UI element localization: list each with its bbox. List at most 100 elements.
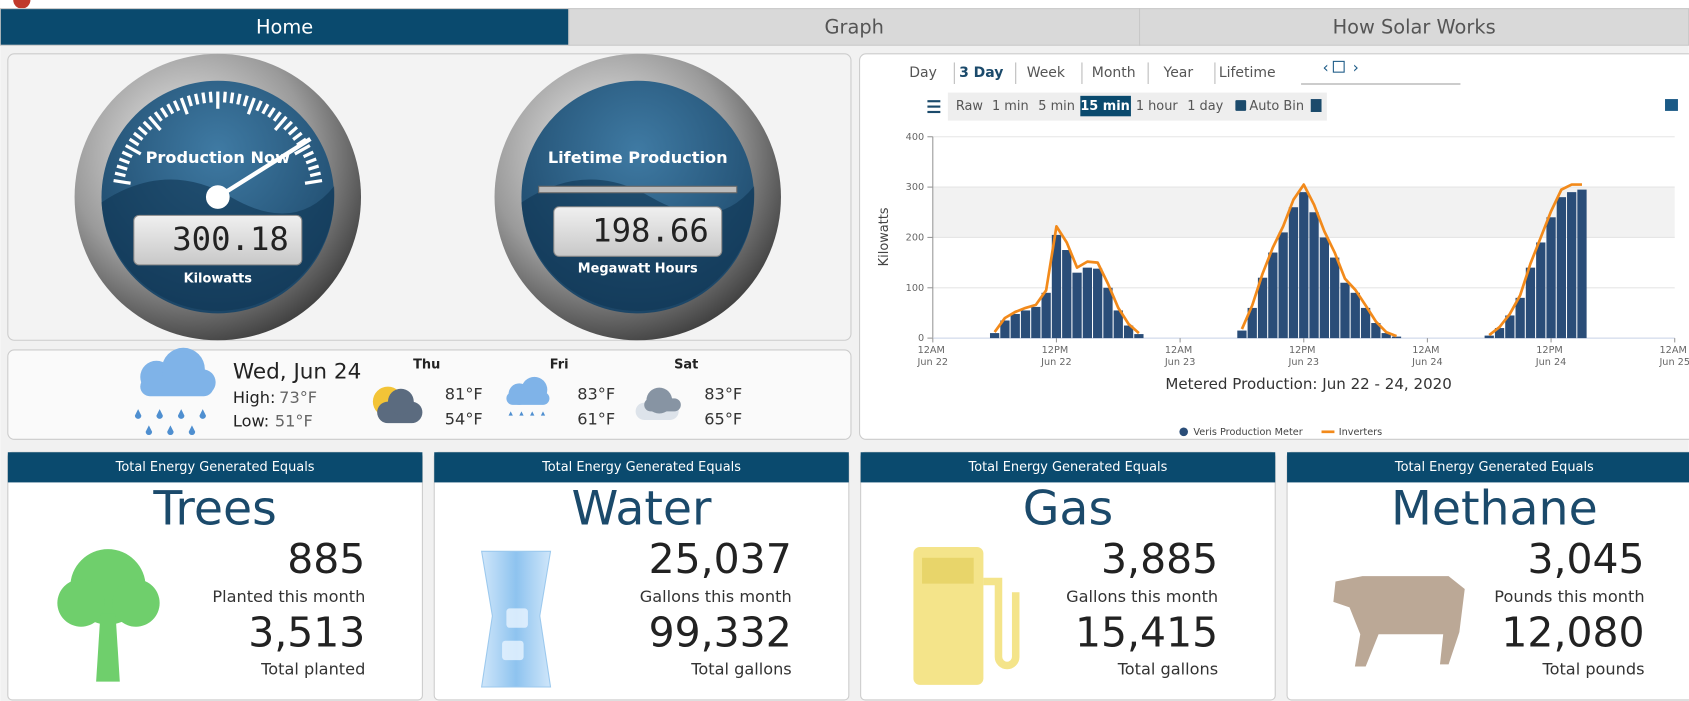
month-value: 3,045 xyxy=(1527,535,1644,583)
x-tick-line: Jun 24 xyxy=(1411,357,1443,368)
menu-icon-part xyxy=(927,106,940,108)
bar xyxy=(1011,314,1020,338)
nav-tab-label[interactable]: How Solar Works xyxy=(1333,15,1496,38)
bin-button[interactable]: Raw xyxy=(956,99,984,114)
lcd-value: 198.66 xyxy=(592,212,709,250)
bar xyxy=(1031,307,1040,338)
y-tick-label: 100 xyxy=(906,283,925,294)
x-tick-label: 12PM Jun 24 xyxy=(1535,345,1567,368)
bar xyxy=(1237,331,1246,339)
month-label: Gallons this month xyxy=(1066,587,1218,606)
prev-button[interactable]: ‹ xyxy=(1323,58,1329,76)
x-tick-line: 12AM xyxy=(918,345,948,356)
bar xyxy=(1062,250,1071,338)
range-button[interactable]: Month xyxy=(1092,65,1136,81)
y-tick-label: 0 xyxy=(918,333,924,344)
nav-tab-label[interactable]: Home xyxy=(256,15,313,38)
total-value: 3,513 xyxy=(248,608,365,656)
bin-button[interactable]: 1 min xyxy=(992,99,1029,114)
bar xyxy=(1320,237,1329,338)
forecast-low: 65°F xyxy=(704,409,742,428)
gauge-tick xyxy=(238,94,240,105)
x-tick-label: 12AM Jun 24 xyxy=(1411,345,1443,368)
bar xyxy=(1072,273,1081,338)
auto-bin-label[interactable]: Auto Bin xyxy=(1249,99,1304,114)
x-tick-line: 12AM xyxy=(1165,345,1195,356)
x-tick-line: 12PM xyxy=(1042,345,1072,356)
bar xyxy=(1330,258,1339,339)
body: HomeGraphHow Solar Works 300.18Productio… xyxy=(0,0,1689,701)
total-value: 99,332 xyxy=(649,608,792,656)
page: { "nav": {"tabs": ["Home", "Graph", "How… xyxy=(0,0,1689,701)
x-tick-line: Jun 23 xyxy=(1164,357,1196,368)
x-tick-line: Jun 24 xyxy=(1535,357,1567,368)
x-tick-line: 12AM xyxy=(1412,345,1442,356)
bin-button[interactable]: 1 hour xyxy=(1136,99,1179,114)
total-label: Total pounds xyxy=(1542,659,1645,678)
forecast-day: Thu xyxy=(413,358,440,373)
y-tick-label: 400 xyxy=(906,132,925,143)
bin-button[interactable]: 15 min xyxy=(1080,99,1130,114)
forecast-low: 61°F xyxy=(577,409,615,428)
gauge-hub xyxy=(206,185,230,209)
range-button[interactable]: Day xyxy=(909,65,937,81)
total-label: Total planted xyxy=(260,659,365,678)
progress-bar xyxy=(539,186,737,192)
gauge-label: Lifetime Production xyxy=(548,148,728,167)
gauge-label: Production Now xyxy=(146,148,291,167)
next-button[interactable]: › xyxy=(1353,58,1359,76)
high-label: High: xyxy=(233,388,276,407)
bar xyxy=(1546,217,1555,338)
gauge-unit: Kilowatts xyxy=(184,271,253,286)
legend-label[interactable]: Veris Production Meter xyxy=(1193,427,1302,438)
today-weather-icon-part xyxy=(140,377,213,396)
total-label: Total gallons xyxy=(690,659,791,678)
x-tick-line: Jun 25 xyxy=(1658,357,1689,368)
gauge-tick xyxy=(196,94,198,105)
bar xyxy=(1392,337,1401,339)
x-tick-line: Jun 23 xyxy=(1287,357,1319,368)
legend-toggle[interactable] xyxy=(1665,99,1678,111)
chart-title: Metered Production: Jun 22 - 24, 2020 xyxy=(1165,375,1452,393)
calculator-icon[interactable] xyxy=(1311,99,1322,112)
y-axis-label: Kilowatts xyxy=(877,207,892,266)
gauge-tick xyxy=(231,93,233,104)
month-value: 3,885 xyxy=(1101,535,1218,583)
range-button[interactable]: Year xyxy=(1163,65,1194,81)
tree-icon-part xyxy=(112,579,159,626)
auto-bin-checkbox[interactable] xyxy=(1235,100,1246,111)
bar xyxy=(1103,288,1112,338)
menu-icon-part xyxy=(927,100,940,102)
range-button[interactable]: Week xyxy=(1027,65,1066,81)
glass-icon-part xyxy=(502,641,524,660)
glass-icon-part xyxy=(506,608,528,627)
gauge-tick xyxy=(210,92,211,103)
bar xyxy=(1485,336,1494,339)
nav-tab-label[interactable]: Graph xyxy=(824,15,883,38)
bar xyxy=(1351,293,1360,338)
month-label: Gallons this month xyxy=(640,587,792,606)
forecast-day: Fri xyxy=(550,358,569,373)
bar xyxy=(1083,268,1092,338)
bin-button[interactable]: 5 min xyxy=(1038,99,1075,114)
menu-icon[interactable] xyxy=(927,100,940,113)
x-tick-line: Jun 22 xyxy=(1040,357,1072,368)
bin-button[interactable]: 1 day xyxy=(1187,99,1223,114)
legend-label[interactable]: Inverters xyxy=(1339,427,1382,438)
forecast-high: 81°F xyxy=(445,385,483,404)
card-title: Water xyxy=(572,481,713,536)
month-label: Planted this month xyxy=(212,587,365,606)
range-button[interactable]: 3 Day xyxy=(959,65,1003,81)
bar xyxy=(1557,197,1566,338)
card-header: Total Energy Generated Equals xyxy=(968,460,1168,475)
bar xyxy=(1340,283,1349,338)
dashboard: HomeGraphHow Solar Works 300.18Productio… xyxy=(0,0,1689,701)
bar xyxy=(1134,334,1143,338)
tree-icon-part xyxy=(57,579,104,626)
x-tick-line: Jun 22 xyxy=(917,357,949,368)
bar xyxy=(1299,192,1308,338)
range-button[interactable]: Lifetime xyxy=(1219,65,1276,81)
nav-bar: Home Graph How Solar Works xyxy=(0,9,1688,46)
month-label: Pounds this month xyxy=(1494,587,1644,606)
glass-icon xyxy=(482,551,551,687)
